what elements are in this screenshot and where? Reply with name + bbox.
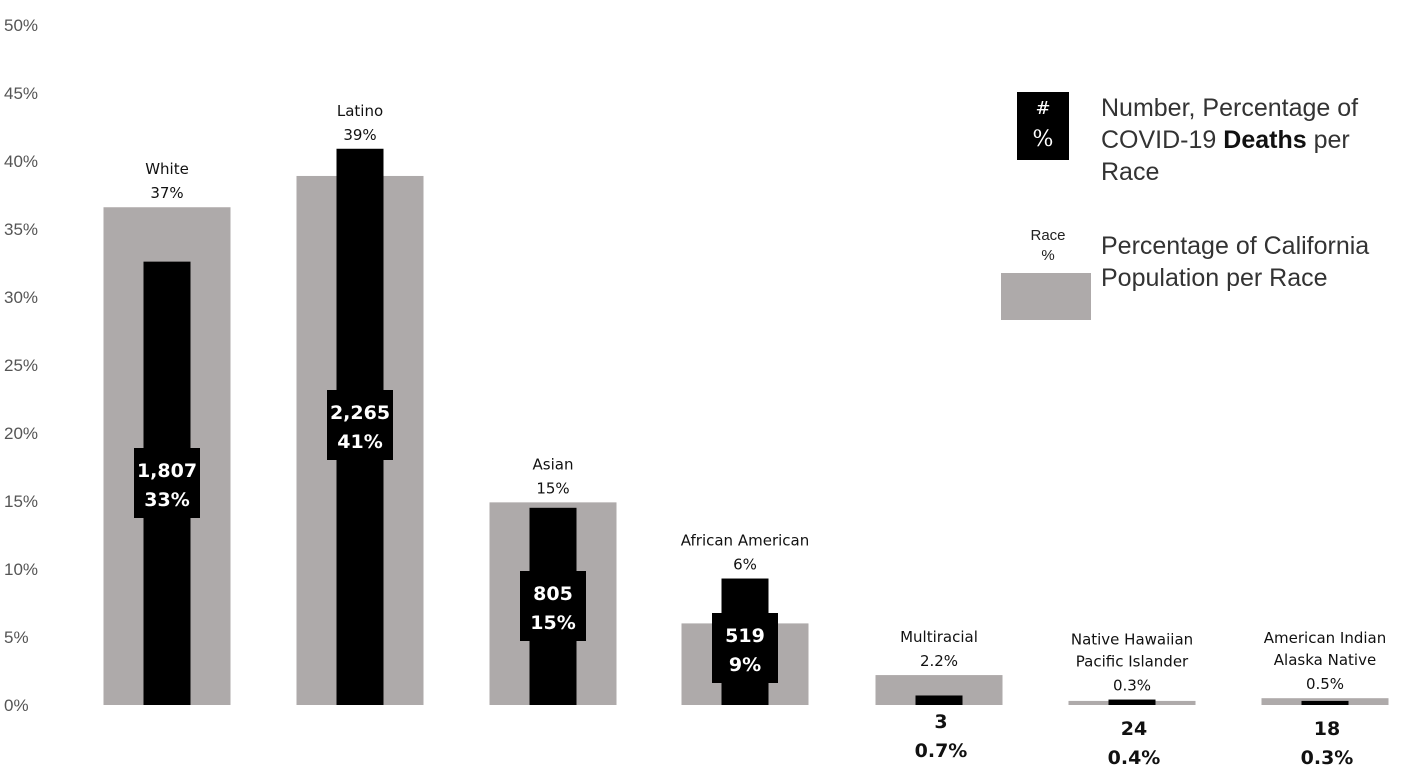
deaths-legend-text-before: Number, Percentage of COVID-19 bbox=[1101, 94, 1359, 154]
deaths-legend-text: Number, Percentage of COVID-19 Deaths pe… bbox=[1101, 92, 1401, 188]
category-name-label: American Indian bbox=[1264, 629, 1386, 647]
death-bar bbox=[1108, 699, 1156, 705]
y-tick-label: 10% bbox=[4, 560, 38, 579]
deaths-legend-text-after: per Race bbox=[1101, 126, 1350, 186]
y-tick-label: 20% bbox=[4, 424, 38, 443]
y-tick-label: 35% bbox=[4, 220, 38, 239]
death-count-label: 3 bbox=[934, 711, 947, 733]
population-legend-text: Percentage of California Population per … bbox=[1101, 232, 1370, 292]
population-legend-swatch bbox=[1001, 273, 1091, 320]
death-pct-label: 0.4% bbox=[1108, 747, 1161, 769]
y-tick-label: 45% bbox=[4, 84, 38, 103]
population-swatch-caption-percent: % bbox=[1041, 247, 1055, 264]
death-count-label: 519 bbox=[725, 625, 765, 647]
y-tick-label: 0% bbox=[4, 696, 29, 715]
death-pct-label: 0.3% bbox=[1301, 747, 1354, 769]
category-labels: 37%White1,80733%39%Latino2,26541%15%Asia… bbox=[134, 102, 1386, 769]
death-label-box bbox=[134, 448, 200, 518]
death-count-label: 2,265 bbox=[330, 402, 390, 424]
population-pct-label: 39% bbox=[343, 126, 376, 144]
death-pct-label: 33% bbox=[144, 489, 189, 511]
death-pct-label: 9% bbox=[729, 654, 761, 676]
y-axis: 0% 5% 10% 15% 20% 25% 30% 35% 40% 45% 50% bbox=[4, 16, 38, 715]
death-label-box bbox=[327, 390, 393, 460]
y-tick-label: 40% bbox=[4, 152, 38, 171]
death-count-label: 805 bbox=[533, 583, 573, 605]
death-count-label: 1,807 bbox=[137, 460, 197, 482]
population-pct-label: 0.5% bbox=[1306, 675, 1344, 693]
population-pct-label: 37% bbox=[150, 184, 183, 202]
deaths-swatch-symbol-percent: % bbox=[1032, 127, 1054, 152]
deaths-legend-swatch: # % bbox=[1017, 92, 1069, 160]
category-name-label: African American bbox=[681, 532, 809, 550]
category-name-label: White bbox=[145, 160, 189, 178]
category-name-label: Latino bbox=[337, 102, 383, 120]
death-bar bbox=[1301, 700, 1349, 705]
population-pct-label: 15% bbox=[536, 479, 569, 497]
death-pct-label: 0.7% bbox=[915, 740, 968, 762]
death-pct-label: 15% bbox=[530, 612, 575, 634]
category-name-label: Native Hawaiian bbox=[1071, 631, 1193, 649]
deaths-legend-text-bold: Deaths bbox=[1223, 126, 1307, 154]
population-pct-label: 0.3% bbox=[1113, 677, 1151, 695]
population-swatch-caption-race: Race bbox=[1030, 227, 1066, 244]
category-name-label: Alaska Native bbox=[1274, 651, 1376, 669]
death-count-label: 24 bbox=[1121, 718, 1147, 740]
y-tick-label: 50% bbox=[4, 16, 38, 35]
deaths-swatch-symbol-number: # bbox=[1035, 98, 1051, 119]
category-name-label: Asian bbox=[533, 455, 574, 473]
population-pct-label: 2.2% bbox=[920, 652, 958, 670]
y-tick-label: 5% bbox=[4, 628, 29, 647]
category-name-label: Pacific Islander bbox=[1076, 653, 1189, 671]
death-label-box bbox=[520, 571, 586, 641]
death-bar bbox=[915, 695, 963, 705]
population-swatch-caption: Race % bbox=[1018, 226, 1078, 266]
death-label-box bbox=[712, 613, 778, 683]
y-tick-label: 25% bbox=[4, 356, 38, 375]
y-tick-label: 30% bbox=[4, 288, 38, 307]
category-name-label: Multiracial bbox=[900, 628, 978, 646]
y-tick-label: 15% bbox=[4, 492, 38, 511]
population-pct-label: 6% bbox=[733, 556, 757, 574]
death-pct-label: 41% bbox=[337, 431, 382, 453]
death-count-label: 18 bbox=[1314, 718, 1340, 740]
